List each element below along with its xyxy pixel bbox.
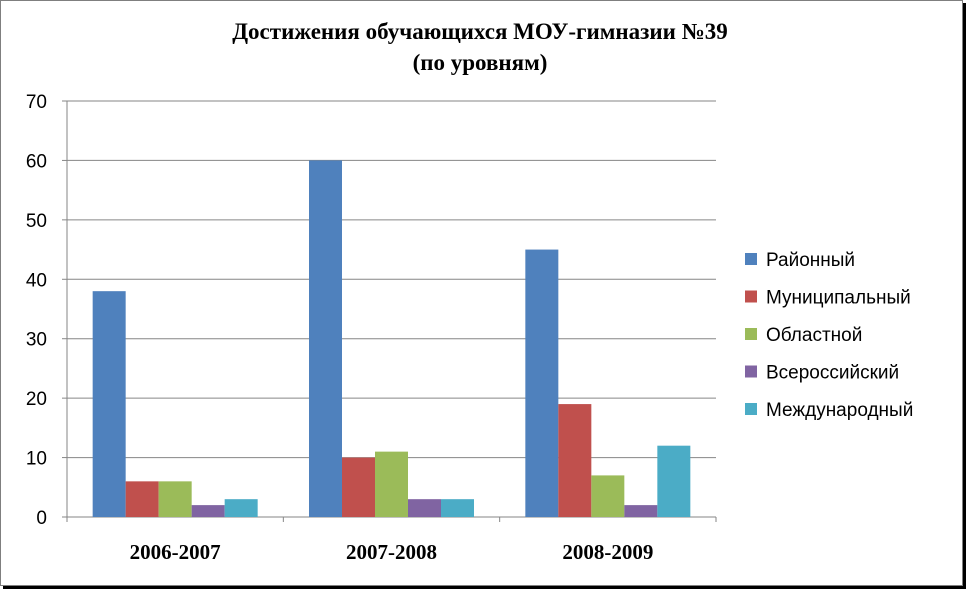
y-tick-label: 60: [26, 151, 47, 172]
x-tick-label: 2007-2008: [346, 540, 437, 564]
bar: [309, 160, 342, 517]
y-axis-ticks: 0 10 20 30 40 50 60 70: [26, 92, 47, 529]
legend-label: Областной: [766, 325, 862, 346]
x-tick-label: 2006-2007: [130, 540, 221, 564]
bar: [342, 457, 375, 517]
y-tick-label: 10: [26, 449, 47, 470]
legend-swatch: [745, 290, 757, 303]
legend-swatch: [745, 328, 757, 340]
bar: [92, 291, 126, 517]
bar: [158, 481, 192, 517]
bar: [191, 505, 225, 517]
y-tick-label: 50: [26, 211, 47, 232]
bar: [224, 499, 258, 517]
y-tick-label: 0: [36, 508, 47, 529]
legend-label: Всероссийский: [766, 363, 899, 384]
gridlines: [67, 100, 716, 459]
bar: [525, 249, 559, 518]
bar: [441, 499, 474, 517]
bar: [375, 451, 408, 517]
bar: [591, 475, 625, 517]
legend-swatch: [745, 365, 757, 378]
bar: [125, 481, 159, 517]
y-tick-label: 20: [26, 389, 47, 410]
legend-label: Муниципальный: [766, 288, 911, 309]
y-tick-label: 40: [26, 270, 47, 291]
legend-swatch: [745, 253, 757, 265]
legend-label: Международный: [766, 400, 913, 421]
x-tick-label: 2008-2009: [562, 540, 653, 564]
bar: [408, 499, 441, 517]
y-tick-label: 70: [26, 92, 47, 113]
x-axis-ticks: 2006-2007 2007-2008 2008-2009: [130, 540, 654, 564]
legend: Районный Муниципальный Областной Всероссийс…: [745, 250, 913, 421]
legend-label: Районный: [766, 250, 855, 271]
bars: [92, 160, 691, 518]
bar: [657, 445, 691, 517]
legend-swatch: [745, 403, 757, 415]
bar: [624, 505, 658, 517]
chart-title: Достижения обучающихся МОУ-гимназии №39: [232, 19, 728, 44]
bar: [558, 404, 592, 517]
y-tick-label: 30: [26, 330, 47, 351]
chart-subtitle: (по уровням): [413, 50, 548, 75]
